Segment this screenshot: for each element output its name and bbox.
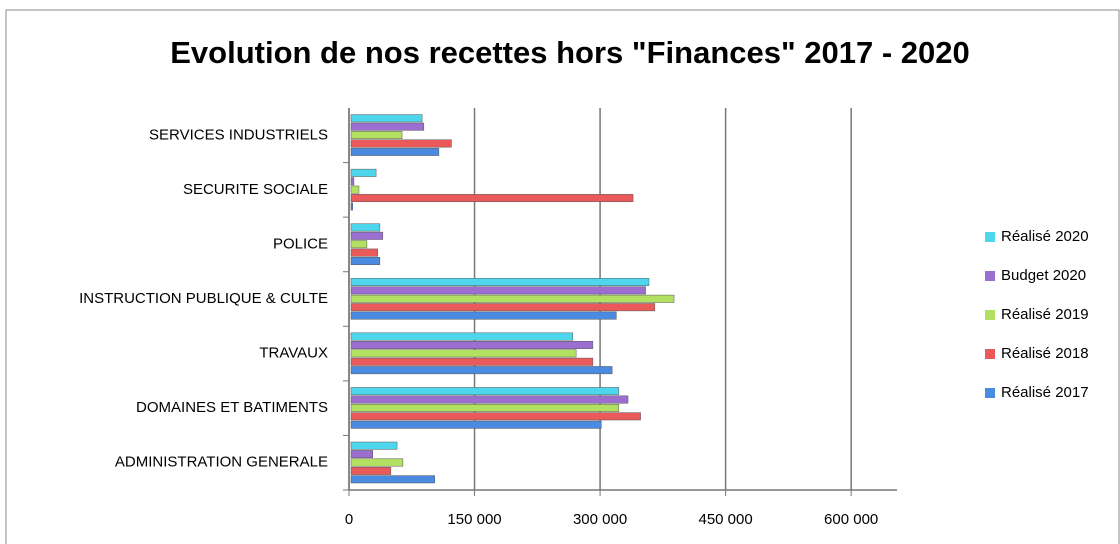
- bar: [350, 139, 452, 148]
- legend-label: Réalisé 2020: [1001, 228, 1089, 245]
- bar: [350, 349, 577, 358]
- legend-label: Budget 2020: [1001, 267, 1086, 284]
- bar: [350, 147, 440, 156]
- bar: [350, 248, 379, 257]
- bar: [350, 286, 646, 295]
- bar: [350, 403, 620, 412]
- y-tick-label: DOMAINES ET BATIMENTS: [136, 399, 328, 416]
- y-tick-label: SECURITE SOCIALE: [183, 181, 328, 198]
- bar: [350, 475, 435, 484]
- legend-swatch: [985, 310, 995, 320]
- bar: [350, 441, 398, 450]
- bar: [350, 387, 620, 396]
- bar: [350, 177, 355, 186]
- x-tick-label: 150 000: [447, 511, 501, 528]
- chart-title: Evolution de nos recettes hors "Finances…: [170, 35, 970, 70]
- bar: [350, 458, 404, 467]
- legend-label: Réalisé 2017: [1001, 384, 1089, 401]
- x-tick-label: 0: [345, 511, 353, 528]
- bar: [350, 294, 675, 303]
- bar: [350, 223, 381, 232]
- bar: [350, 332, 574, 341]
- bar: [350, 231, 384, 240]
- legend-swatch: [985, 388, 995, 398]
- bar: [350, 122, 425, 131]
- legend-label: Réalisé 2018: [1001, 345, 1089, 362]
- bar: [350, 114, 423, 123]
- bar: [350, 366, 613, 375]
- legend-swatch: [985, 232, 995, 242]
- bar: [350, 395, 629, 404]
- x-tick-label: 600 000: [824, 511, 878, 528]
- bar: [350, 194, 634, 202]
- y-tick-label: INSTRUCTION PUBLIQUE & CULTE: [79, 290, 328, 307]
- y-tick-label: POLICE: [273, 235, 328, 252]
- bar: [350, 450, 374, 459]
- bar: [350, 420, 602, 429]
- y-tick-label: TRAVAUX: [259, 345, 328, 362]
- x-tick-label: 450 000: [698, 511, 752, 528]
- bar: [350, 185, 360, 194]
- bar: [350, 202, 353, 211]
- legend-label: Réalisé 2019: [1001, 306, 1089, 323]
- bar: [350, 357, 594, 366]
- bar: [350, 257, 381, 265]
- y-tick-label: ADMINISTRATION GENERALE: [115, 454, 328, 471]
- bar: [350, 278, 650, 286]
- bar: [350, 240, 368, 249]
- legend-swatch: [985, 349, 995, 359]
- frame: [5, 9, 1120, 544]
- bar: [350, 168, 377, 177]
- bar: [350, 131, 403, 140]
- bar: [350, 341, 594, 349]
- bar: [350, 412, 641, 421]
- bar: [350, 311, 617, 320]
- bar: [350, 303, 656, 312]
- y-tick-label: SERVICES INDUSTRIELS: [149, 126, 328, 143]
- x-tick-label: 300 000: [573, 511, 627, 528]
- bar: [350, 466, 392, 475]
- legend-swatch: [985, 271, 995, 281]
